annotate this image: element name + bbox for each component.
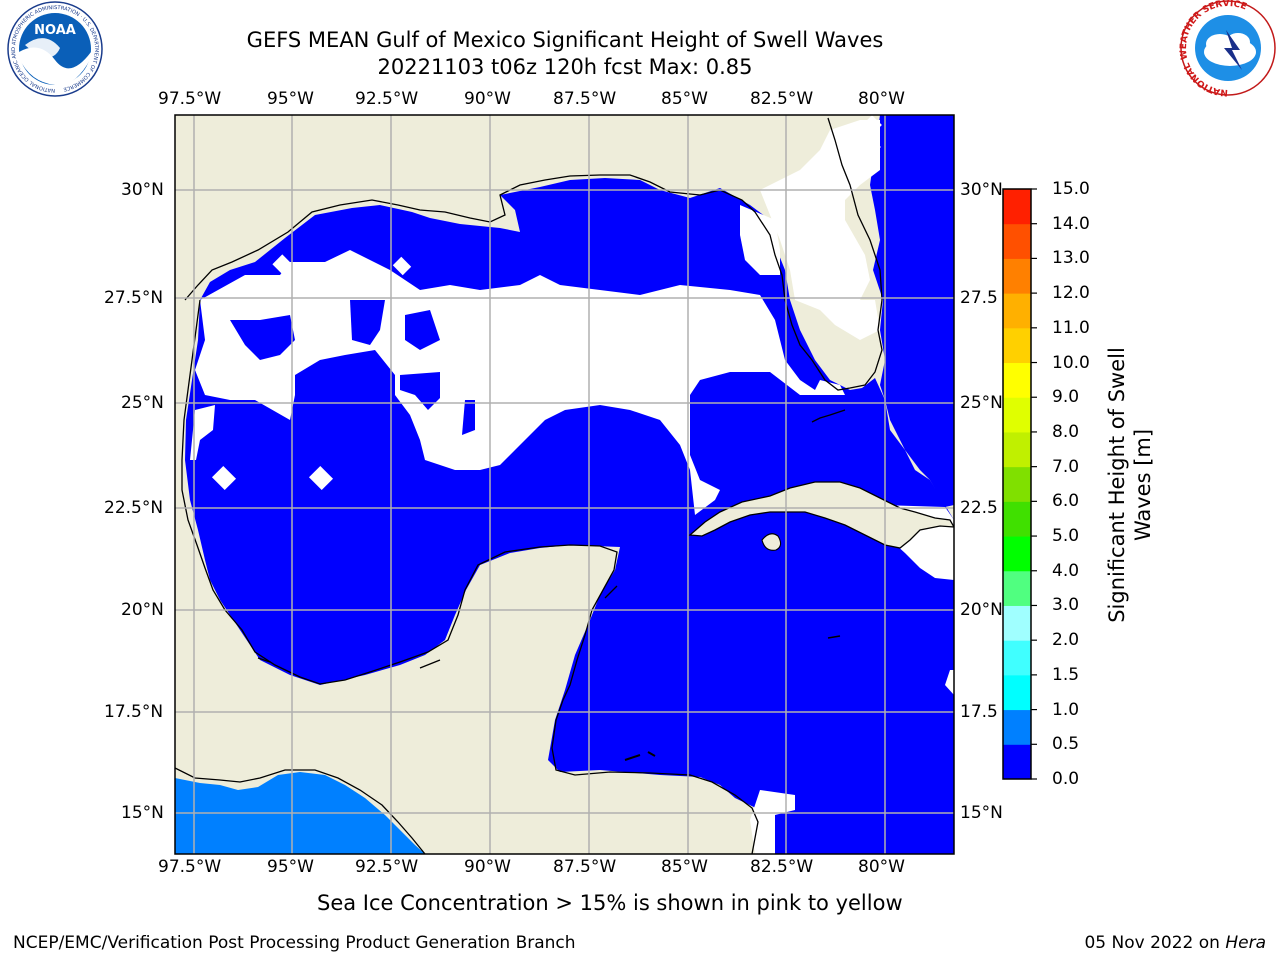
colorbar-segment xyxy=(1003,223,1031,259)
colorbar-segment xyxy=(1003,744,1031,780)
colorbar-tick-label: 2.0 xyxy=(1052,630,1080,651)
colorbar-segment xyxy=(1003,501,1031,537)
lat-tick-left: 27.5°N xyxy=(104,288,164,308)
footer-date-text: 05 Nov 2022 on xyxy=(1084,933,1220,953)
colorbar-tick-label: 11.0 xyxy=(1052,317,1090,338)
swell-patches xyxy=(230,300,954,470)
colorbar-segment xyxy=(1003,640,1031,676)
lon-tick-top: 80°W xyxy=(858,89,905,109)
colorbar-segment xyxy=(1003,293,1031,329)
lat-tick-left: 25°N xyxy=(121,393,164,413)
sea-ice-note: Sea Ice Concentration > 15% is shown in … xyxy=(317,891,903,915)
lat-tick-left: 17.5°N xyxy=(104,702,164,722)
atlantic-swell-area xyxy=(870,115,954,507)
colorbar-segment xyxy=(1003,258,1031,294)
colorbar xyxy=(1002,188,1037,780)
lat-tick-right: 22.5 xyxy=(960,498,998,518)
lon-tick-bottom: 90°W xyxy=(464,857,511,877)
coastline-west xyxy=(181,299,759,854)
lon-tick-bottom: 95°W xyxy=(267,857,314,877)
lat-tick-left: 30°N xyxy=(121,180,164,200)
colorbar-label-line2: Waves [m] xyxy=(1131,428,1155,542)
colorbar-tick-label: 0.0 xyxy=(1052,769,1080,789)
lat-tick-right: 17.5 xyxy=(960,702,998,722)
lon-tick-bottom: 97.5°W xyxy=(158,857,222,877)
lon-tick-bottom: 87.5°W xyxy=(553,857,617,877)
colorbar-segment xyxy=(1003,570,1031,606)
colorbar-tick-label: 15.0 xyxy=(1052,179,1090,199)
colorbar-tick-label: 4.0 xyxy=(1052,560,1080,581)
lon-tick-bottom: 92.5°W xyxy=(355,857,419,877)
graticule xyxy=(175,115,954,854)
isla-juventud xyxy=(761,533,782,551)
coastline-pacific xyxy=(175,767,426,854)
lat-tick-right: 15°N xyxy=(960,803,1003,823)
footer-host: Hera xyxy=(1225,933,1266,953)
colorbar-label: Significant Height of Swell Waves [m] xyxy=(1104,347,1156,623)
noaa-logo-label: NOAA xyxy=(34,23,76,38)
lon-tick-top: 90°W xyxy=(464,89,511,109)
map-frame xyxy=(174,114,955,855)
colorbar-segment xyxy=(1003,674,1031,711)
colorbar-tick-label: 10.0 xyxy=(1052,352,1090,373)
colorbar-tick-label: 1.5 xyxy=(1052,664,1080,685)
lat-tick-right: 20°N xyxy=(960,600,1003,620)
lon-tick-bottom: 85°W xyxy=(661,857,708,877)
colorbar-segment xyxy=(1003,327,1031,364)
colorbar-tick-label: 13.0 xyxy=(1052,248,1090,269)
colorbar-tick-label: 7.0 xyxy=(1052,456,1080,477)
colorbar-tick-label: 9.0 xyxy=(1052,387,1080,408)
colorbar-tick-label: 3.0 xyxy=(1052,595,1080,616)
colorbar-segment xyxy=(1003,605,1031,641)
colorbar-tick-label: 1.0 xyxy=(1052,699,1080,720)
colorbar-segment xyxy=(1003,709,1031,745)
colorbar-segment xyxy=(1003,189,1031,225)
cayman-islands xyxy=(827,635,841,639)
lon-tick-top: 92.5°W xyxy=(355,89,419,109)
lon-tick-top: 95°W xyxy=(267,89,314,109)
colorbar-tick-label: 14.0 xyxy=(1052,213,1090,234)
lon-tick-top: 85°W xyxy=(661,89,708,109)
bay-islands xyxy=(624,751,656,761)
lat-tick-left: 20°N xyxy=(121,600,164,620)
florida-keys xyxy=(811,409,846,423)
colorbar-segment xyxy=(1003,431,1031,468)
coast-details xyxy=(257,585,618,669)
lon-tick-bottom: 80°W xyxy=(858,857,905,877)
colorbar-segment xyxy=(1003,362,1031,398)
lon-tick-bottom: 82.5°W xyxy=(750,857,814,877)
colorbar-tick-label: 5.0 xyxy=(1052,526,1080,547)
colorbar-tick-label: 6.0 xyxy=(1052,491,1080,512)
lat-tick-right: 27.5 xyxy=(960,288,998,308)
map-subtitle: 20221103 t06z 120h fcst Max: 0.85 xyxy=(377,55,753,79)
lon-tick-top: 82.5°W xyxy=(750,89,814,109)
colorbar-segment xyxy=(1003,397,1031,433)
lon-tick-top: 97.5°W xyxy=(158,89,222,109)
footer-credit: NCEP/EMC/Verification Post Processing Pr… xyxy=(13,933,576,953)
colorbar-label-line1: Significant Height of Swell xyxy=(1105,347,1129,623)
map-title: GEFS MEAN Gulf of Mexico Significant Hei… xyxy=(246,28,884,52)
lon-tick-top: 87.5°W xyxy=(553,89,617,109)
colorbar-tick-label: 8.0 xyxy=(1052,421,1080,442)
nws-logo: NATIONAL WEATHER SERVICE xyxy=(1179,0,1276,97)
lat-tick-right: 30°N xyxy=(960,180,1003,200)
lat-tick-left: 15°N xyxy=(121,803,164,823)
noaa-logo: NOAA NATIONAL OCEANIC AND ATMOSPHERIC AD… xyxy=(7,1,103,97)
colorbar-segment xyxy=(1003,536,1031,572)
colorbar-segment xyxy=(1003,466,1031,502)
cuba xyxy=(688,481,954,549)
footer-date: 05 Nov 2022 on Hera xyxy=(1084,933,1266,953)
lat-tick-right: 25°N xyxy=(960,393,1003,413)
colorbar-tick-label: 0.5 xyxy=(1052,734,1080,755)
colorbar-tick-label: 12.0 xyxy=(1052,283,1090,304)
lat-tick-left: 22.5°N xyxy=(104,498,164,518)
